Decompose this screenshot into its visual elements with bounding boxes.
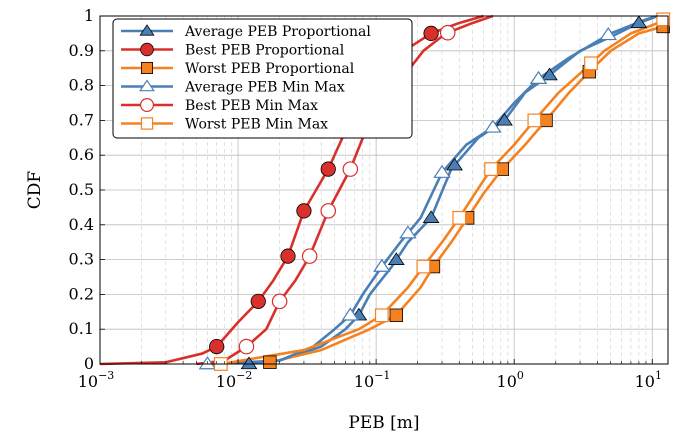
marker-circle (320, 161, 336, 177)
legend-swatch-marker (140, 117, 154, 130)
legend-swatch-marker (140, 42, 154, 57)
legend-entry: Worst PEB Proportional (121, 61, 355, 77)
y-tick-label: 0.1 (69, 319, 94, 338)
x-tick-label: 100 (497, 369, 524, 391)
marker-square (584, 56, 598, 71)
x-tick-label: 101 (635, 369, 662, 391)
marker-circle (439, 24, 456, 41)
y-tick-label: 0.7 (69, 110, 94, 129)
marker-circle (250, 293, 266, 309)
legend-label: Average PEB Proportional (184, 24, 371, 40)
marker-square (527, 113, 542, 128)
marker-triangle (630, 15, 648, 29)
y-tick-label: 0.6 (69, 145, 94, 164)
marker-triangle (422, 210, 440, 223)
marker-triangle (373, 258, 391, 272)
legend-swatch-marker (139, 79, 155, 92)
legend-entry: Average PEB Min Max (121, 79, 345, 96)
y-tick-label: 0.8 (69, 76, 94, 95)
marker-triangle (484, 119, 502, 133)
marker-triangle (529, 70, 548, 84)
legend-label: Average PEB Min Max (184, 80, 345, 96)
x-tick-base: 10 (635, 372, 655, 391)
y-axis-title: CDF (25, 171, 45, 210)
marker-circle (301, 248, 318, 264)
marker-circle (280, 248, 296, 264)
marker-circle (271, 293, 288, 310)
legend: Average PEB Proportional Best PEB Proport… (112, 18, 413, 139)
y-tick-label: 0.2 (69, 284, 94, 303)
x-tick-exponent: 1 (655, 369, 662, 382)
legend-swatch-marker (139, 24, 155, 36)
legend-label: Best PEB Min Max (185, 98, 318, 114)
legend-entry: Worst PEB Min Max (121, 117, 328, 133)
marker-square (539, 113, 553, 128)
legend-swatch-marker (140, 62, 153, 75)
marker-circle (296, 203, 312, 219)
marker-triangle (240, 356, 258, 370)
series-line-best-peb-proportional (99, 14, 484, 366)
y-tick-label: 0.5 (69, 180, 94, 199)
x-tick-exponent: −3 (98, 369, 114, 382)
marker-triangle (446, 157, 463, 171)
marker-square (484, 162, 498, 177)
marker-square (374, 308, 389, 323)
x-tick-label: 10−1 (354, 369, 391, 391)
marker-square (389, 308, 404, 322)
marker-square (263, 355, 277, 369)
x-tick-label: 10−3 (78, 369, 115, 391)
y-tick-label: 0.4 (69, 215, 94, 234)
x-tick-exponent: −1 (374, 369, 390, 382)
marker-square (416, 259, 431, 274)
marker-circle (423, 25, 439, 42)
legend-label: Worst PEB Min Max (185, 117, 328, 133)
marker-triangle (496, 112, 513, 126)
series-line-average-peb-min-max (207, 14, 659, 366)
y-tick-label: 0 (84, 354, 94, 373)
legend-swatch-marker (140, 97, 155, 112)
series-markers (198, 12, 671, 371)
y-tick-label: 1 (84, 6, 94, 25)
marker-circle (342, 161, 359, 177)
legend-entry: Best PEB Proportional (121, 43, 345, 59)
marker-triangle (599, 26, 618, 41)
x-tick-label: 10−2 (216, 369, 253, 391)
marker-triangle (541, 67, 558, 81)
marker-square (452, 210, 467, 225)
x-tick-base: 10 (216, 372, 236, 391)
x-tick-base: 10 (497, 372, 517, 391)
marker-triangle (399, 225, 417, 239)
legend-label: Worst PEB Proportional (185, 61, 355, 77)
marker-triangle (387, 252, 405, 265)
y-tick-label: 0.3 (69, 250, 94, 269)
legend-label: Best PEB Proportional (185, 43, 345, 59)
x-axis-title: PEB [m] (348, 413, 419, 433)
legend-entry: Best PEB Min Max (121, 97, 318, 114)
marker-triangle (433, 164, 451, 178)
x-tick-base: 10 (354, 372, 374, 391)
x-tick-exponent: −2 (236, 369, 252, 382)
y-tick-label: 0.9 (69, 41, 94, 60)
marker-circle (238, 338, 255, 355)
marker-circle (320, 203, 337, 219)
x-tick-base: 10 (78, 372, 98, 391)
legend-box (112, 18, 413, 139)
marker-circle (209, 338, 225, 355)
x-tick-exponent: 0 (517, 369, 524, 382)
legend-entry: Average PEB Proportional (121, 24, 371, 40)
marker-triangle (341, 307, 360, 321)
